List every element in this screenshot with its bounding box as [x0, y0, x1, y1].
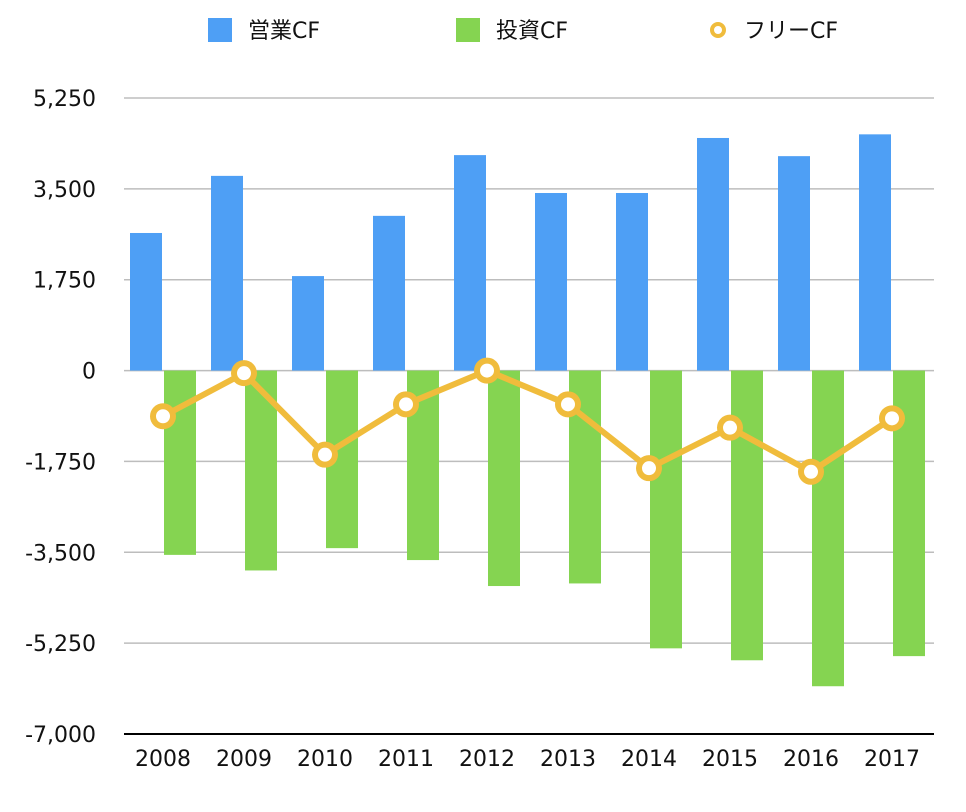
legend-label-investing-cf: 投資CF [496, 19, 568, 44]
y-tick-label: 1,750 [33, 269, 96, 294]
legend-swatch-operating-cf [208, 18, 232, 42]
free-cf-point-center [156, 409, 170, 424]
x-tick-label: 2009 [216, 747, 272, 772]
x-tick-label: 2017 [864, 747, 920, 772]
x-tick-label: 2011 [378, 747, 434, 772]
legend: 営業CF 投資CF フリーCF [208, 18, 838, 44]
operating-cf-bars [130, 134, 891, 371]
free-cf-point-center [885, 411, 899, 426]
free-cf-point-center [561, 397, 575, 412]
legend-marker-free-cf [710, 22, 726, 38]
y-tick-label: 0 [82, 360, 96, 385]
x-axis-tick-labels: 2008 2009 2010 2011 2012 2013 2014 2015 2016 2017 [135, 747, 920, 772]
operating-cf-bar [454, 155, 486, 371]
investing-cf-bar [731, 370, 763, 661]
free-cf-polyline [160, 367, 895, 475]
operating-cf-bar [130, 232, 162, 371]
investing-cf-bars [164, 370, 925, 687]
investing-cf-bar [650, 370, 682, 649]
operating-cf-bar [697, 137, 729, 371]
y-tick-label: -3,500 [25, 541, 96, 566]
legend-label-operating-cf: 営業CF [248, 19, 320, 44]
y-tick-label: 5,250 [33, 87, 96, 112]
operating-cf-bar [616, 193, 648, 371]
operating-cf-bar [292, 276, 324, 371]
y-axis-tick-labels: 5,250 3,500 1,750 0 -1,750 -3,500 -5,250 -7,000 [25, 87, 96, 748]
free-cf-point-center [318, 447, 332, 462]
y-tick-label: -5,250 [25, 632, 96, 657]
free-cf-point-center [237, 366, 251, 381]
x-tick-label: 2014 [621, 747, 677, 772]
free-cf-point-center [480, 363, 494, 378]
x-tick-label: 2012 [459, 747, 515, 772]
y-tick-label: 3,500 [33, 178, 96, 203]
operating-cf-bar [859, 134, 891, 371]
investing-cf-bar [488, 370, 520, 587]
y-tick-label: -7,000 [25, 723, 96, 748]
operating-cf-bar [778, 156, 810, 371]
y-tick-label: -1,750 [25, 450, 96, 475]
operating-cf-bar [373, 215, 405, 371]
legend-swatch-investing-cf [456, 18, 480, 42]
free-cf-point-center [642, 461, 656, 476]
free-cf-line [150, 357, 905, 485]
x-tick-label: 2015 [702, 747, 758, 772]
free-cf-point-center [723, 420, 737, 435]
x-tick-label: 2016 [783, 747, 839, 772]
investing-cf-bar [812, 370, 844, 687]
free-cf-point-center [399, 397, 413, 412]
x-tick-label: 2008 [135, 747, 191, 772]
legend-label-free-cf: フリーCF [744, 19, 838, 44]
operating-cf-bar [535, 193, 567, 371]
x-tick-label: 2013 [540, 747, 596, 772]
x-tick-label: 2010 [297, 747, 353, 772]
operating-cf-bar [211, 175, 243, 371]
free-cf-point-center [804, 464, 818, 479]
